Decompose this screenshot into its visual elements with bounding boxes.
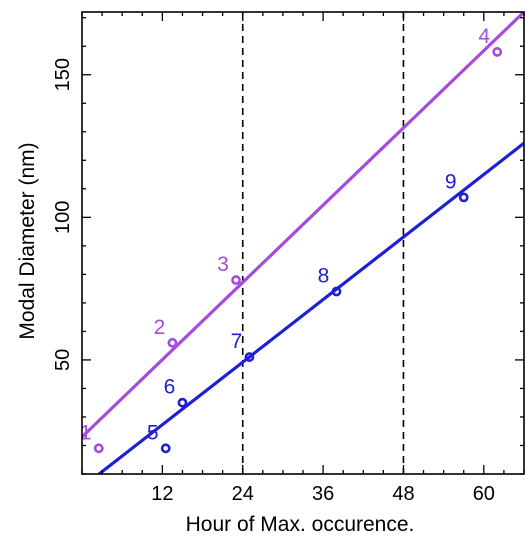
x-tick-label-36: 36 bbox=[312, 483, 334, 505]
data-point-9 bbox=[458, 192, 469, 203]
data-point-4 bbox=[492, 47, 503, 57]
data-point-1 bbox=[93, 443, 104, 454]
point-label-3: 3 bbox=[217, 253, 229, 276]
point-label-8: 8 bbox=[318, 264, 330, 287]
point-label-7: 7 bbox=[231, 330, 243, 353]
data-point-2 bbox=[167, 337, 178, 348]
y-tick-label-100: 100 bbox=[52, 201, 74, 234]
y-tick-label-50: 50 bbox=[52, 349, 74, 371]
point-labels: 1 2 3 4 56 7 8 9 bbox=[80, 25, 490, 444]
plot-frame bbox=[81, 11, 525, 475]
data-point-6 bbox=[177, 397, 188, 408]
data-point-8 bbox=[331, 286, 342, 297]
axes bbox=[81, 11, 525, 475]
reference-lines bbox=[241, 12, 405, 474]
point-label-9: 9 bbox=[445, 170, 457, 193]
point-label-5: 5 bbox=[147, 421, 159, 444]
point-label-1: 1 bbox=[80, 421, 92, 444]
data-point-3 bbox=[231, 275, 241, 285]
x-tick-label-48: 48 bbox=[392, 483, 414, 505]
point-label-2: 2 bbox=[154, 316, 166, 339]
x-axis-label: Hour of Max. occurence. bbox=[186, 513, 415, 536]
data-point-5 bbox=[160, 443, 171, 454]
y-axis-label: Modal Diameter (nm) bbox=[16, 142, 39, 339]
fit-lines bbox=[82, 12, 524, 474]
fit-line-1 bbox=[82, 12, 524, 439]
fit-line-2 bbox=[96, 141, 524, 474]
point-label-4: 4 bbox=[478, 25, 490, 48]
point-label-6: 6 bbox=[164, 376, 176, 399]
x-tick-label-24: 24 bbox=[232, 483, 254, 505]
x-tick-label-60: 60 bbox=[473, 483, 495, 505]
data-point-7 bbox=[244, 352, 255, 362]
x-tick-label-12: 12 bbox=[151, 483, 173, 505]
y-tick-label-150: 150 bbox=[52, 58, 74, 91]
data-points bbox=[93, 47, 503, 454]
